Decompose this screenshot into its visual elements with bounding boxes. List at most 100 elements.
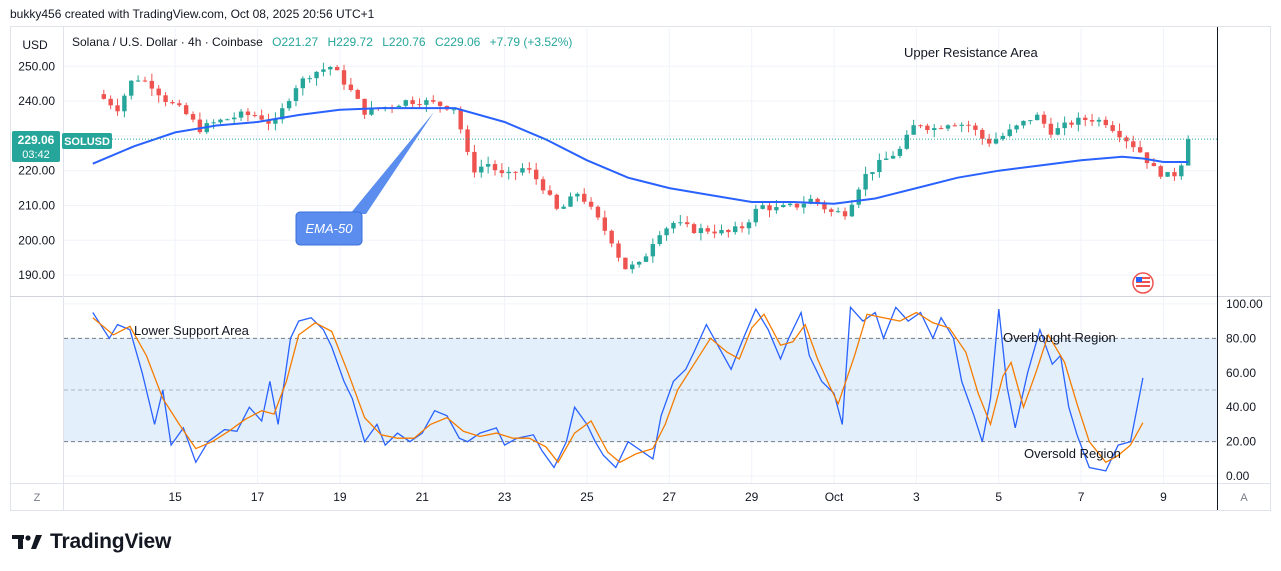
candle <box>698 223 704 241</box>
scale-button-right[interactable]: A <box>1240 492 1248 504</box>
candle <box>918 124 923 129</box>
candle <box>252 111 257 118</box>
candle <box>513 171 518 180</box>
candle <box>465 125 470 156</box>
candle <box>815 197 820 207</box>
price-tag-value: 229.06 <box>18 133 55 147</box>
candle <box>328 66 333 76</box>
candle <box>932 124 937 138</box>
candle <box>870 172 875 181</box>
ema-callout-label: EMA-50 <box>306 221 354 236</box>
candle <box>1034 112 1040 121</box>
x-tick-label: 17 <box>251 490 265 504</box>
candle <box>684 216 690 228</box>
oscillator-tick-label: 40.00 <box>1226 400 1256 414</box>
ema50-line <box>92 107 1189 205</box>
x-tick-label: 25 <box>580 490 594 504</box>
candle <box>925 123 930 134</box>
candle <box>307 75 312 83</box>
x-tick-label: 21 <box>416 490 430 504</box>
candle <box>314 71 319 86</box>
candle <box>245 108 251 122</box>
candle <box>280 103 285 124</box>
candle <box>1069 120 1074 128</box>
candle <box>273 112 278 131</box>
candle <box>911 119 916 135</box>
candle <box>671 221 676 234</box>
candle <box>1185 135 1191 166</box>
candle <box>355 88 360 100</box>
candle <box>1062 116 1067 136</box>
candle <box>108 95 113 110</box>
candle <box>485 156 491 174</box>
candle <box>719 224 724 236</box>
candle <box>829 207 834 217</box>
candle <box>183 102 189 116</box>
time-axis-labels: 15 17 19 21 23 25 27 29 Oct 3 5 7 9 <box>169 490 1168 504</box>
candle <box>451 109 457 115</box>
candle <box>479 159 484 178</box>
oversold-label: Oversold Region <box>1024 446 1121 461</box>
candle <box>225 118 230 121</box>
price-tag-countdown: 03:42 <box>22 149 50 161</box>
candle <box>890 151 896 160</box>
overbought-label: Overbought Region <box>1003 330 1116 345</box>
candle <box>623 257 628 270</box>
us-flag-icon[interactable] <box>1132 272 1154 294</box>
candle <box>582 188 587 205</box>
candle <box>431 95 436 104</box>
candle <box>705 225 710 235</box>
candle <box>904 130 909 150</box>
price-tick-label: 210.00 <box>18 199 55 213</box>
candle <box>218 118 223 125</box>
x-tick-label: 5 <box>995 490 1002 504</box>
price-tick-label: 240.00 <box>18 94 55 108</box>
candle <box>156 85 161 103</box>
candle <box>630 261 635 274</box>
oscillator-axis-labels: 100.00 80.00 60.00 40.00 20.00 0.00 <box>1226 297 1263 483</box>
tradingview-logo[interactable]: TradingView <box>12 530 171 554</box>
candle <box>533 162 539 185</box>
candle <box>437 101 443 113</box>
candle <box>1096 117 1102 127</box>
price-tag: 229.06 03:42 SOLUSD <box>12 131 112 162</box>
candle <box>1158 164 1163 179</box>
price-tag-symbol: SOLUSD <box>64 136 110 148</box>
stochastic-lines <box>92 305 1144 472</box>
candle <box>739 222 745 233</box>
candle <box>410 96 415 108</box>
oscillator-tick-label: 0.00 <box>1226 469 1250 483</box>
candle <box>170 99 175 105</box>
legend-open: O221.27 <box>272 35 318 49</box>
candle <box>712 224 717 239</box>
candle <box>1076 112 1081 132</box>
candle <box>726 228 731 238</box>
currency-label[interactable]: USD <box>22 38 48 52</box>
candle <box>753 204 758 227</box>
candle <box>657 231 662 247</box>
candle <box>842 207 848 220</box>
candle <box>286 98 292 111</box>
candle <box>424 97 429 112</box>
candle <box>952 122 958 127</box>
candle <box>877 153 882 178</box>
ema-callout[interactable]: EMA-50 <box>295 112 434 246</box>
candle <box>588 197 594 210</box>
candle <box>993 132 999 145</box>
candle <box>1172 167 1177 181</box>
x-tick-label: 19 <box>333 490 347 504</box>
candle <box>259 109 264 121</box>
scale-button-left[interactable]: Z <box>34 492 41 504</box>
candle <box>602 210 608 236</box>
candle <box>856 187 861 208</box>
price-tick-label: 220.00 <box>18 164 55 178</box>
legend-change: +7.79 (+3.52%) <box>490 35 573 49</box>
candle <box>767 202 772 218</box>
candle <box>616 240 621 262</box>
candle <box>1131 135 1136 153</box>
candle <box>691 222 697 235</box>
x-tick-label: Oct <box>825 490 844 504</box>
tradingview-logo-icon <box>12 535 42 549</box>
candle <box>293 85 299 107</box>
candle <box>643 253 649 263</box>
